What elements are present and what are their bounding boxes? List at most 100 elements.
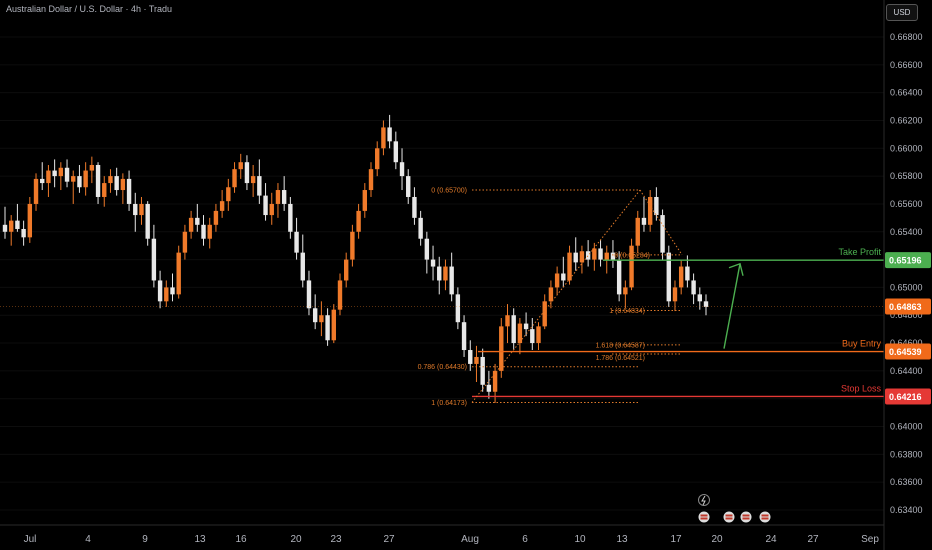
candle-body (232, 169, 237, 188)
y-tick-label: 0.64400 (890, 366, 923, 376)
candle-body (58, 167, 64, 177)
candle-body (375, 148, 380, 170)
candle-body (685, 266, 690, 281)
candle-body (145, 203, 150, 239)
x-tick-label: 20 (290, 534, 302, 545)
candle-body (331, 309, 336, 341)
candle-body (362, 190, 368, 211)
candle-body (102, 183, 107, 197)
candle-body (641, 217, 647, 225)
fib-label: 1.618 (0.64587) (596, 342, 645, 349)
candle-body (64, 167, 70, 182)
candle-body (269, 203, 274, 216)
candle-body (406, 176, 411, 197)
candle-body (95, 164, 101, 197)
candle-body (207, 224, 212, 239)
candle-body (437, 266, 442, 281)
candle-body (77, 176, 82, 188)
candle-body (536, 326, 541, 344)
y-tick-label: 0.66400 (890, 88, 923, 98)
grid (0, 36, 884, 511)
x-tick-label: 27 (383, 534, 395, 545)
candle-body (40, 178, 45, 184)
take-profit-tag (885, 252, 931, 269)
candle-body (579, 251, 585, 263)
flag-stripe-icon (742, 514, 750, 517)
candle-body (157, 280, 163, 302)
candle-body (418, 217, 423, 239)
candle-body (27, 203, 33, 238)
candle-body (300, 252, 305, 281)
candle-body (629, 245, 634, 288)
candle-body (21, 228, 26, 238)
candle-body (170, 287, 175, 295)
y-tick-label: 0.64800 (890, 310, 923, 320)
candle-body (151, 238, 157, 281)
flag-event-icon (759, 511, 771, 523)
candle-body (213, 210, 219, 225)
candle-body (33, 178, 39, 204)
event-icons[interactable] (698, 494, 771, 523)
candle-body (554, 273, 560, 288)
drawings: Take Profit Buy Entry Stop Loss 0 (0.65700)… (0, 188, 884, 407)
y-tick-label: 0.63800 (890, 449, 923, 459)
candle-body (15, 220, 20, 229)
candle-body (468, 350, 473, 364)
candle-body (567, 252, 572, 281)
x-tick-label: 16 (235, 534, 247, 545)
candle-body (306, 280, 312, 309)
lightning-bolt-icon (701, 495, 706, 506)
candle-body (319, 315, 324, 323)
candle-body (610, 252, 616, 260)
candles (2, 114, 709, 403)
candle-body (294, 231, 299, 253)
fib-label: 0 (0.65700) (431, 188, 467, 195)
candle-body (312, 308, 318, 323)
flag-event-icon (740, 511, 752, 523)
candle-body (83, 170, 88, 188)
candle-body (480, 356, 485, 385)
x-tick-label: 13 (616, 534, 628, 545)
candle-body (511, 315, 516, 344)
x-tick-label: 10 (574, 534, 586, 545)
candle-body (647, 196, 653, 225)
candle-body (325, 315, 330, 341)
x-tick-label: Jul (24, 534, 37, 545)
candle-body (108, 176, 113, 184)
candle-body (250, 176, 256, 184)
candle-body (393, 141, 399, 163)
candle-body (9, 220, 14, 232)
candle-body (486, 384, 492, 392)
buy-entry-tag (885, 343, 931, 360)
candle-body (244, 162, 250, 184)
candle-body (275, 190, 281, 204)
candle-body (71, 176, 76, 182)
candle-body (573, 252, 578, 263)
candle-body (604, 252, 609, 260)
candle-body (461, 322, 467, 351)
x-axis[interactable]: Jul 4 9 13 16 20 23 27 Aug 6 10 13 17 20 24 27 Sep (24, 534, 880, 545)
candle-body (697, 294, 702, 302)
flag-stripe-icon (700, 517, 708, 520)
y-tick-label: 0.63600 (890, 477, 923, 487)
currency-button[interactable]: USD (886, 4, 918, 21)
candle-body (517, 323, 523, 344)
candle-body (523, 323, 529, 330)
candle-body (201, 224, 206, 239)
candle-body (616, 259, 622, 295)
candle-body (238, 162, 243, 170)
x-tick-label: 6 (522, 534, 528, 545)
candle-body (399, 162, 405, 177)
y-tick-label: 0.65400 (890, 227, 923, 237)
candle-body (499, 326, 504, 371)
y-tick-label: 0.65800 (890, 171, 923, 181)
x-tick-label: 20 (711, 534, 723, 545)
candle-body (133, 203, 138, 216)
candle-body (412, 196, 417, 218)
candle-body (623, 287, 628, 295)
candle-body (592, 248, 597, 260)
buy-entry-label: Buy Entry (842, 339, 882, 349)
candle-body (337, 280, 343, 310)
flag-stripe-icon (761, 517, 769, 520)
